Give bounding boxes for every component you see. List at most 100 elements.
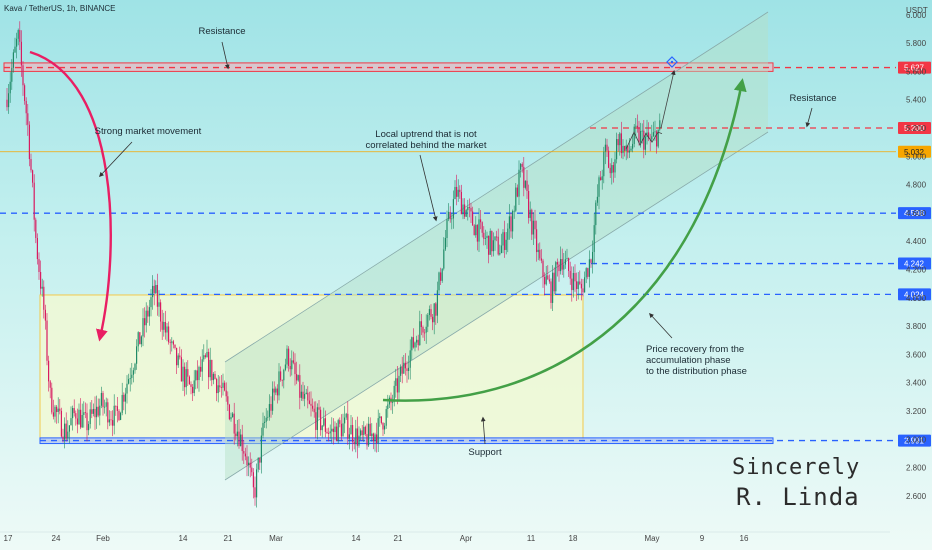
candle-body [152, 285, 154, 298]
candle-body [180, 357, 182, 382]
candle-body [430, 309, 432, 317]
candle-body [558, 264, 560, 272]
candles-layer[interactable] [6, 21, 661, 508]
candle-body [420, 321, 422, 327]
candle-body [569, 270, 571, 279]
candle-body [312, 405, 314, 409]
candle-body [73, 408, 75, 414]
candle-body [68, 425, 70, 432]
candle-body [598, 177, 600, 197]
level-label-5.032: 5.032 [904, 148, 925, 157]
y-tick-label: 4.000 [906, 294, 927, 303]
candle-body [612, 165, 614, 173]
candle-body [177, 355, 179, 366]
candle-body [8, 93, 10, 108]
candle-body [168, 326, 170, 343]
candle-body [481, 222, 483, 233]
candle-body [457, 189, 459, 197]
candle-body [329, 431, 331, 434]
candle-body [601, 176, 603, 181]
candle-body [380, 416, 382, 423]
price-axis[interactable]: 6.000 5.800 5.600 5.400 5.200 5.000 4.800 4.600… [906, 11, 927, 501]
candle-body [372, 433, 374, 442]
candle-body [364, 426, 366, 435]
candle-body [160, 302, 162, 322]
candle-body [548, 279, 550, 282]
candle-body [20, 41, 22, 66]
candle-body [48, 360, 50, 382]
annotation-strong-move: Strong market movement [95, 126, 202, 137]
level-tag-4.024 [898, 288, 931, 301]
candle-body [185, 369, 187, 388]
candle-body [267, 416, 269, 418]
candle-body [78, 409, 80, 425]
candle-body [366, 434, 368, 446]
candle-body [139, 332, 141, 345]
candle-body [113, 405, 115, 426]
candle-body [272, 388, 274, 411]
candle-body [500, 245, 502, 254]
candle-body [104, 406, 106, 408]
candle-body [225, 390, 227, 397]
candle-body [475, 224, 477, 236]
annotation-arrows [29, 41, 813, 445]
y-tick-label: 2.800 [906, 464, 927, 473]
candle-body [505, 239, 507, 250]
x-tick-label: 14 [179, 534, 188, 543]
x-tick-label: 11 [527, 534, 536, 543]
candle-body [582, 288, 584, 293]
candle-body [262, 422, 264, 436]
candle-body [254, 487, 256, 498]
candle-body [233, 413, 235, 434]
recovery-pointer [649, 312, 673, 339]
candle-body [633, 126, 635, 144]
candle-body [16, 38, 18, 47]
candle-body [486, 235, 488, 238]
candle-body [318, 407, 320, 410]
candle-body [644, 136, 646, 150]
y-tick-label: 5.000 [906, 152, 927, 161]
candle-body [171, 341, 173, 343]
candle-body [305, 392, 307, 395]
candle-body [248, 462, 250, 466]
candle-body [268, 404, 270, 417]
candle-body [497, 236, 499, 255]
candle-body [300, 391, 302, 398]
candle-body [580, 283, 582, 289]
candle-body [144, 318, 146, 326]
candle-body [532, 220, 534, 235]
candle-body [369, 423, 371, 437]
candle-body [508, 216, 510, 229]
candle-body [462, 204, 464, 215]
candle-body [70, 418, 72, 426]
candle-body [342, 423, 344, 437]
time-axis[interactable]: 17 24 Feb 14 21 Mar 14 21 Apr 11 18 May 9 16 [0, 531, 890, 543]
candle-body [593, 225, 595, 252]
signature-line-2: R. Linda [736, 483, 860, 511]
candle-body [72, 408, 74, 419]
candle-body [283, 369, 285, 381]
candle-body [574, 273, 576, 282]
candle-body [81, 414, 83, 428]
candle-body [561, 259, 563, 270]
candle-body [265, 417, 267, 422]
candle-body [387, 404, 389, 410]
candle-body [459, 189, 461, 193]
candle-body [337, 420, 339, 441]
level-label-4.242: 4.242 [904, 260, 925, 269]
candle-body [43, 286, 45, 310]
projection-arrow [660, 69, 676, 129]
candle-body [291, 360, 293, 370]
candle-body [88, 424, 90, 431]
candle-body [331, 428, 333, 432]
x-tick-label: 9 [700, 534, 705, 543]
level-tag-4.242 [898, 257, 931, 270]
local-uptrend-pointer [419, 154, 438, 222]
candle-body [128, 379, 130, 384]
candle-body [310, 403, 312, 406]
candle-body [14, 46, 16, 53]
candle-body [374, 434, 376, 442]
y-tick-label: 3.200 [906, 407, 927, 416]
candle-body [419, 321, 421, 346]
